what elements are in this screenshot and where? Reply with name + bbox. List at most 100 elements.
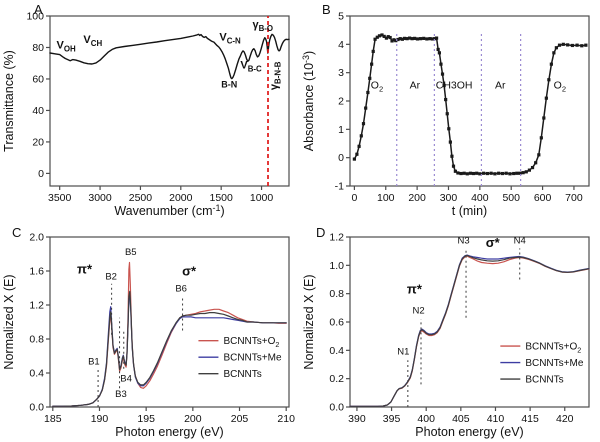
svg-text:5: 5 xyxy=(338,11,344,23)
legend-label: BCNNTs+Me xyxy=(525,358,584,369)
svg-text:300: 300 xyxy=(440,192,458,204)
svg-text:Ar: Ar xyxy=(495,79,506,91)
legend-label: BCNNTs+O2 xyxy=(223,336,279,349)
svg-text:0.4: 0.4 xyxy=(29,368,44,380)
svg-text:80: 80 xyxy=(32,42,44,54)
svg-text:B1: B1 xyxy=(88,357,100,368)
panel-c-boron-xanes: 185 190 195 200 205 210 0.0 0.4 0.8 1.2 1.6 2.0 Phot… xyxy=(0,221,300,442)
svg-text:B4: B4 xyxy=(120,374,132,385)
series-absorbance xyxy=(353,34,587,175)
svg-text:0: 0 xyxy=(338,152,344,164)
y-axis: 0.0 0.4 0.8 1.2 1.6 2.0 xyxy=(29,232,50,414)
annotations: VOH VCH VC-N B-NVB-C γB-O γB-N-B xyxy=(57,19,283,90)
legend-label: BCNNTs+O2 xyxy=(525,342,581,355)
panel-a-ftir: 3500 3000 2500 2000 1500 1000 0 20 40 60 80 100 Wave… xyxy=(0,0,300,221)
y-axis-title: Absorbance (10-3) xyxy=(301,51,316,151)
x-axis: 0 100 200 300 400 500 600 700 xyxy=(351,186,583,204)
svg-text:1.6: 1.6 xyxy=(29,266,44,278)
svg-text:1.2: 1.2 xyxy=(329,232,344,244)
svg-text:100: 100 xyxy=(26,11,44,23)
y-axis-title: Normalized X (E) xyxy=(2,274,16,369)
y-axis: 0.0 0.2 0.4 0.6 0.8 1.0 1.2 xyxy=(329,232,350,414)
svg-text:0: 0 xyxy=(351,192,357,204)
svg-text:210: 210 xyxy=(277,413,295,425)
svg-text:π*: π* xyxy=(407,282,423,297)
svg-text:-1: -1 xyxy=(335,181,344,193)
x-axis: 3500 3000 2500 2000 1500 1000 xyxy=(48,186,273,204)
panel-b-absorbance: 0 100 200 300 400 500 600 700 -1 0 1 2 3 4 5 t (min) Abs… xyxy=(300,0,600,221)
y-axis: 0 20 40 60 80 100 xyxy=(26,11,50,180)
svg-text:VC-N: VC-N xyxy=(219,31,241,45)
x-axis-title: Photon energy (eV) xyxy=(415,425,523,439)
chart-svg: 390 395 400 405 410 415 420 0.0 0.2 0.4 0.6 0.8 1.0 1… xyxy=(302,225,590,439)
svg-text:VB-C: VB-C xyxy=(240,60,262,74)
svg-text:600: 600 xyxy=(534,192,552,204)
svg-text:0.4: 0.4 xyxy=(329,345,344,357)
svg-text:415: 415 xyxy=(521,413,539,425)
svg-text:B3: B3 xyxy=(115,389,127,400)
svg-text:B5: B5 xyxy=(125,247,137,258)
svg-text:195: 195 xyxy=(137,413,155,425)
legend-label: BCNNTs xyxy=(525,375,563,386)
svg-text:500: 500 xyxy=(502,192,520,204)
svg-text:σ*: σ* xyxy=(182,263,197,278)
svg-text:390: 390 xyxy=(348,413,366,425)
svg-text:100: 100 xyxy=(377,192,395,204)
svg-text:CH3OH: CH3OH xyxy=(436,79,473,91)
svg-text:200: 200 xyxy=(408,192,426,204)
panel-letter: D xyxy=(316,225,325,240)
chart-svg: 185 190 195 200 205 210 0.0 0.4 0.8 1.2 1.6 2.0 Phot… xyxy=(2,225,295,439)
svg-text:200: 200 xyxy=(184,413,202,425)
annotations: O2 Ar CH3OH Ar O2 xyxy=(371,79,566,93)
svg-text:1.2: 1.2 xyxy=(29,300,44,312)
svg-text:0: 0 xyxy=(38,168,44,180)
svg-text:2.0: 2.0 xyxy=(29,232,44,244)
panel-letter: A xyxy=(34,2,43,17)
svg-text:B-N: B-N xyxy=(221,80,237,90)
svg-text:N3: N3 xyxy=(458,235,470,246)
svg-text:2: 2 xyxy=(338,96,344,108)
svg-text:405: 405 xyxy=(452,413,470,425)
svg-text:700: 700 xyxy=(565,192,583,204)
svg-text:0.2: 0.2 xyxy=(329,373,344,385)
panel-d-nitrogen-xanes: 390 395 400 405 410 415 420 0.0 0.2 0.4 0.6 0.8 1.0 1… xyxy=(300,221,600,442)
legend-label: BCNNTs+Me xyxy=(223,353,282,364)
svg-text:σ*: σ* xyxy=(486,235,501,250)
annotations: π* σ* B1 B2 B3 B4 B5 B6 xyxy=(77,247,197,400)
svg-text:410: 410 xyxy=(487,413,505,425)
svg-text:B2: B2 xyxy=(105,272,117,283)
svg-text:1000: 1000 xyxy=(250,192,274,204)
svg-text:40: 40 xyxy=(32,105,44,117)
svg-text:400: 400 xyxy=(417,413,435,425)
svg-text:2000: 2000 xyxy=(169,192,193,204)
svg-text:420: 420 xyxy=(556,413,574,425)
svg-text:400: 400 xyxy=(471,192,489,204)
svg-text:2500: 2500 xyxy=(129,192,153,204)
legend-label: BCNNTs xyxy=(223,369,261,380)
y-axis: -1 0 1 2 3 4 5 xyxy=(335,11,350,193)
svg-text:190: 190 xyxy=(91,413,109,425)
svg-text:O2: O2 xyxy=(371,79,383,93)
svg-text:60: 60 xyxy=(32,73,44,85)
plot-frame xyxy=(349,15,590,187)
series-BCNNTs xyxy=(52,290,287,407)
svg-text:1: 1 xyxy=(338,124,344,136)
svg-text:VCH: VCH xyxy=(83,34,102,48)
svg-text:1500: 1500 xyxy=(209,192,233,204)
x-axis: 390 395 400 405 410 415 420 xyxy=(348,407,574,425)
svg-text:O2: O2 xyxy=(554,79,566,93)
series xyxy=(52,261,287,407)
svg-text:0.0: 0.0 xyxy=(329,402,344,414)
guide-lines xyxy=(97,283,184,407)
svg-text:γB-O: γB-O xyxy=(252,19,273,33)
plot-frame xyxy=(49,236,290,408)
x-axis-title: t (min) xyxy=(452,204,487,218)
svg-text:3000: 3000 xyxy=(88,192,112,204)
annotations: π* σ* N1 N2 N3 N4 xyxy=(397,235,526,358)
x-axis: 185 190 195 200 205 210 xyxy=(44,407,295,425)
panel-letter: B xyxy=(322,2,331,17)
plot-frame xyxy=(49,15,290,187)
series-BCNNTs+Me xyxy=(52,293,287,407)
svg-text:205: 205 xyxy=(231,413,249,425)
